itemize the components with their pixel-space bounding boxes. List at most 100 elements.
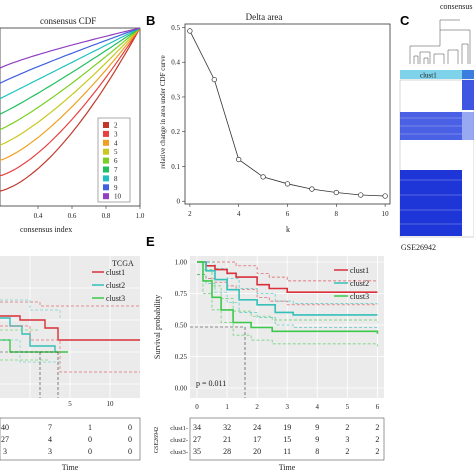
panel-d-x-tick: 5 bbox=[68, 400, 72, 408]
panel-e-legend-3: clust3 bbox=[350, 292, 369, 301]
panel-e-legend-2: clust2 bbox=[350, 279, 369, 288]
panel-e-ylabel: Survival probability bbox=[153, 295, 162, 359]
panel-c-letter: C bbox=[400, 13, 410, 28]
cdf-legend-swatch bbox=[103, 166, 109, 173]
delta-x-tick: 2 bbox=[188, 210, 192, 218]
panel-e-ci-upper-clust2 bbox=[197, 261, 378, 304]
panel-d-risk-cell: 7 bbox=[48, 423, 52, 432]
panel-e-xlabel: Time bbox=[279, 463, 296, 472]
panel-d-risk-cell: 1 bbox=[88, 423, 92, 432]
delta-x-tick: 10 bbox=[382, 210, 390, 218]
panel-e-risk-cell: 21 bbox=[223, 435, 231, 444]
panel-e-title: GSE26942 bbox=[401, 243, 436, 252]
panel-d-legend-1: clust1 bbox=[106, 268, 125, 277]
panel-e-risk-cell: 8 bbox=[315, 447, 319, 456]
cdf-curve-k3 bbox=[0, 27, 141, 177]
panel-b: B Delta area relative change in area und… bbox=[146, 12, 391, 234]
panel-e-risk-cell: 28 bbox=[223, 447, 231, 456]
delta-y-tick: 0.3 bbox=[171, 93, 180, 101]
panel-e-x-tick: 5 bbox=[346, 403, 350, 411]
cdf-curve-k6 bbox=[0, 27, 141, 131]
panel-e-risk-cell: 2 bbox=[375, 423, 379, 432]
delta-y-tick: 0 bbox=[177, 198, 181, 206]
cdf-curves bbox=[0, 27, 141, 192]
consensus-block-2 bbox=[400, 170, 462, 236]
panel-a-xlabel: consensus index bbox=[20, 225, 72, 234]
cluster-bar-clust1 bbox=[400, 70, 462, 79]
cdf-legend-label: 7 bbox=[114, 166, 118, 174]
panel-b-ylabel: relative change in area under CDF curve bbox=[159, 55, 167, 169]
panel-e-risk-cell: 24 bbox=[253, 423, 261, 432]
panel-c: C consensus clust1 bbox=[399, 2, 474, 238]
panel-e-risk-cell: 34 bbox=[193, 423, 201, 432]
panel-e-ci-lower-clust2 bbox=[197, 274, 378, 328]
panel-d-risk-cell: 0 bbox=[128, 447, 132, 456]
panel-e-y-ticks: 0.00 0.25 0.50 0.75 1.00 bbox=[175, 259, 188, 393]
cluster-bar-clust2 bbox=[462, 70, 474, 79]
panel-d-xlabel: Time bbox=[62, 463, 79, 472]
panel-e-risk-cell: 2 bbox=[345, 423, 349, 432]
delta-point bbox=[382, 193, 388, 199]
cdf-legend-label: 8 bbox=[114, 175, 118, 183]
cdf-legend-label: 6 bbox=[114, 157, 118, 165]
panel-e-pvalue: p = 0.011 bbox=[196, 379, 226, 388]
panel-e-x-tick: 6 bbox=[376, 403, 380, 411]
consensus-texture bbox=[400, 117, 462, 225]
panel-d-legend-3: clust3 bbox=[106, 294, 125, 303]
panel-b-letter: B bbox=[146, 13, 155, 28]
cdf-curve-k5 bbox=[0, 27, 141, 146]
delta-point bbox=[333, 189, 339, 196]
delta-x-ticks: 2 4 6 8 10 bbox=[188, 204, 389, 218]
delta-line bbox=[189, 30, 386, 197]
panel-e-risk-row-label: clust2- bbox=[170, 437, 188, 444]
delta-point bbox=[187, 28, 193, 34]
delta-y-tick: 0.2 bbox=[171, 128, 180, 136]
delta-point bbox=[309, 186, 315, 192]
panel-d: TCGA clust1 clust2 clust3 5 10 bbox=[0, 256, 141, 472]
panel-e-risk-cell: 11 bbox=[283, 447, 291, 456]
cdf-curve-k7 bbox=[0, 27, 141, 115]
cdf-curve-k8 bbox=[0, 27, 141, 100]
cdf-x-ticks: 0.4 0.6 0.8 1.0 bbox=[34, 206, 145, 220]
delta-y-ticks: 0 0.1 0.2 0.3 0.4 0.5 bbox=[171, 24, 185, 206]
dendrogram bbox=[409, 19, 471, 64]
panel-d-title: TCGA bbox=[112, 259, 134, 268]
cdf-legend-swatch bbox=[103, 139, 109, 146]
cdf-curve-k10 bbox=[0, 27, 141, 69]
delta-series bbox=[187, 28, 388, 199]
panel-e-median-lines bbox=[190, 326, 246, 398]
panel-a-frame bbox=[0, 27, 141, 207]
panel-e-x-tick: 0 bbox=[195, 403, 199, 411]
panel-e-y-tick: 0.75 bbox=[175, 290, 188, 298]
panel-d-legend-2: clust2 bbox=[106, 281, 125, 290]
panel-d-curve-clust1 bbox=[0, 315, 140, 341]
cdf-legend-label: 2 bbox=[114, 122, 118, 130]
panel-e-curve-clust2 bbox=[197, 261, 378, 316]
delta-point bbox=[236, 156, 242, 163]
consensus-block-3 bbox=[462, 112, 474, 140]
delta-point bbox=[284, 181, 291, 187]
cdf-legend-label: 3 bbox=[114, 130, 118, 138]
cdf-legend-swatch bbox=[103, 130, 109, 137]
panel-e-legend: clust1 clust2 clust3 bbox=[334, 266, 369, 301]
panel-e-ci-lower-clust3 bbox=[197, 274, 378, 347]
cdf-legend-label: 4 bbox=[114, 139, 118, 147]
panel-d-x-ticks: 5 10 bbox=[68, 400, 114, 408]
panel-e-risk-cell: 2 bbox=[375, 435, 379, 444]
panel-e-risk-cell: 9 bbox=[315, 435, 319, 444]
cdf-legend-label: 10 bbox=[114, 193, 122, 201]
cdf-x-tick: 0.4 bbox=[34, 212, 43, 220]
panel-e-y-tick: 0.00 bbox=[175, 385, 188, 393]
delta-y-tick: 0.1 bbox=[171, 163, 180, 171]
panel-e: E GSE26942 Survival probability 0.00 0.25… bbox=[146, 234, 436, 472]
panel-d-risk-cell: 40 bbox=[1, 423, 9, 432]
panel-d-median-lines bbox=[0, 351, 59, 398]
delta-y-tick: 0.5 bbox=[171, 24, 180, 32]
delta-point bbox=[260, 174, 266, 180]
panel-a-title: consensus CDF bbox=[40, 16, 96, 26]
panel-d-risk-table: 40 7 1 027 4 0 03 3 0 0 bbox=[0, 417, 141, 461]
panel-e-x-tick: 2 bbox=[255, 403, 259, 411]
panel-e-curve-clust3 bbox=[197, 261, 379, 334]
cluster-label-clust1: clust1 bbox=[420, 72, 437, 80]
